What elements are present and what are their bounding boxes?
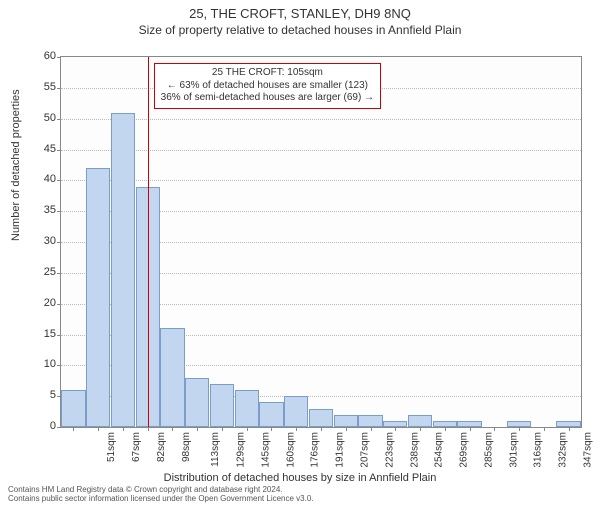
xtick-label: 301sqm	[508, 432, 519, 468]
xtick-label: 176sqm	[310, 432, 321, 468]
ytick-label: 35	[26, 204, 56, 216]
xtick-mark	[197, 427, 198, 431]
xtick-mark	[420, 427, 421, 431]
xtick-mark	[569, 427, 570, 431]
xtick-label: 207sqm	[360, 432, 371, 468]
annotation-line-2: ← 63% of detached houses are smaller (12…	[161, 80, 374, 93]
bar	[111, 113, 135, 428]
ytick-mark	[57, 150, 61, 151]
xtick-label: 82sqm	[156, 432, 167, 462]
xtick-mark	[271, 427, 272, 431]
chart-title-sub: Size of property relative to detached ho…	[0, 23, 600, 37]
annotation-line-1: 25 THE CROFT: 105sqm	[161, 67, 374, 80]
xtick-label: 316sqm	[533, 432, 544, 468]
xtick-label: 98sqm	[181, 432, 192, 462]
marker-line	[148, 57, 149, 427]
ytick-mark	[57, 365, 61, 366]
bar	[160, 328, 184, 427]
bar	[86, 168, 110, 427]
xtick-mark	[296, 427, 297, 431]
xtick-mark	[172, 427, 173, 431]
ytick-label: 5	[26, 389, 56, 401]
ytick-label: 25	[26, 266, 56, 278]
ytick-mark	[57, 57, 61, 58]
xtick-label: 113sqm	[210, 432, 221, 467]
xtick-label: 160sqm	[285, 432, 296, 468]
bar	[185, 378, 209, 427]
xtick-mark	[222, 427, 223, 431]
xtick-mark	[346, 427, 347, 431]
ytick-label: 10	[26, 358, 56, 370]
xtick-label: 67sqm	[131, 432, 142, 462]
xtick-label: 129sqm	[236, 432, 247, 468]
xtick-mark	[494, 427, 495, 431]
ytick-label: 40	[26, 173, 56, 185]
ytick-mark	[57, 211, 61, 212]
xtick-label: 223sqm	[384, 432, 395, 468]
xtick-label: 269sqm	[459, 432, 470, 468]
ytick-mark	[57, 180, 61, 181]
ytick-label: 0	[26, 420, 56, 432]
bar	[235, 390, 259, 427]
ytick-mark	[57, 119, 61, 120]
ytick-label: 60	[26, 50, 56, 62]
ytick-mark	[57, 88, 61, 89]
xtick-mark	[73, 427, 74, 431]
ytick-mark	[57, 335, 61, 336]
marker-annotation-box: 25 THE CROFT: 105sqm ← 63% of detached h…	[154, 63, 381, 109]
ytick-mark	[57, 427, 61, 428]
xtick-label: 238sqm	[409, 432, 420, 468]
bar	[284, 396, 308, 427]
gridline	[61, 150, 581, 151]
ytick-mark	[57, 242, 61, 243]
ytick-label: 15	[26, 328, 56, 340]
bar	[210, 384, 234, 427]
xtick-mark	[148, 427, 149, 431]
xtick-mark	[445, 427, 446, 431]
chart-title-main: 25, THE CROFT, STANLEY, DH9 8NQ	[0, 6, 600, 21]
x-axis-label: Distribution of detached houses by size …	[0, 472, 600, 484]
bar	[309, 409, 333, 428]
xtick-mark	[123, 427, 124, 431]
xtick-mark	[98, 427, 99, 431]
footer-attribution: Contains HM Land Registry data © Crown c…	[8, 486, 314, 504]
ytick-label: 20	[26, 297, 56, 309]
xtick-label: 51sqm	[106, 432, 117, 462]
ytick-label: 45	[26, 143, 56, 155]
xtick-label: 347sqm	[582, 432, 593, 468]
xtick-mark	[395, 427, 396, 431]
xtick-label: 332sqm	[558, 432, 569, 468]
chart-plot-area: 25 THE CROFT: 105sqm ← 63% of detached h…	[60, 56, 582, 428]
xtick-mark	[544, 427, 545, 431]
annotation-line-3: 36% of semi-detached houses are larger (…	[161, 92, 374, 105]
ytick-mark	[57, 304, 61, 305]
gridline	[61, 180, 581, 181]
ytick-mark	[57, 273, 61, 274]
xtick-label: 191sqm	[335, 432, 346, 468]
bar	[259, 402, 283, 427]
xtick-mark	[371, 427, 372, 431]
xtick-mark	[247, 427, 248, 431]
xtick-label: 285sqm	[483, 432, 494, 468]
xtick-label: 254sqm	[434, 432, 445, 468]
y-axis-label: Number of detached properties	[10, 89, 22, 241]
ytick-label: 30	[26, 235, 56, 247]
xtick-mark	[470, 427, 471, 431]
xtick-mark	[519, 427, 520, 431]
ytick-label: 50	[26, 112, 56, 124]
xtick-mark	[321, 427, 322, 431]
gridline	[61, 119, 581, 120]
bar	[334, 415, 358, 427]
bar	[358, 415, 382, 427]
bar	[408, 415, 432, 427]
xtick-label: 145sqm	[261, 432, 272, 468]
ytick-label: 55	[26, 81, 56, 93]
bar	[61, 390, 85, 427]
